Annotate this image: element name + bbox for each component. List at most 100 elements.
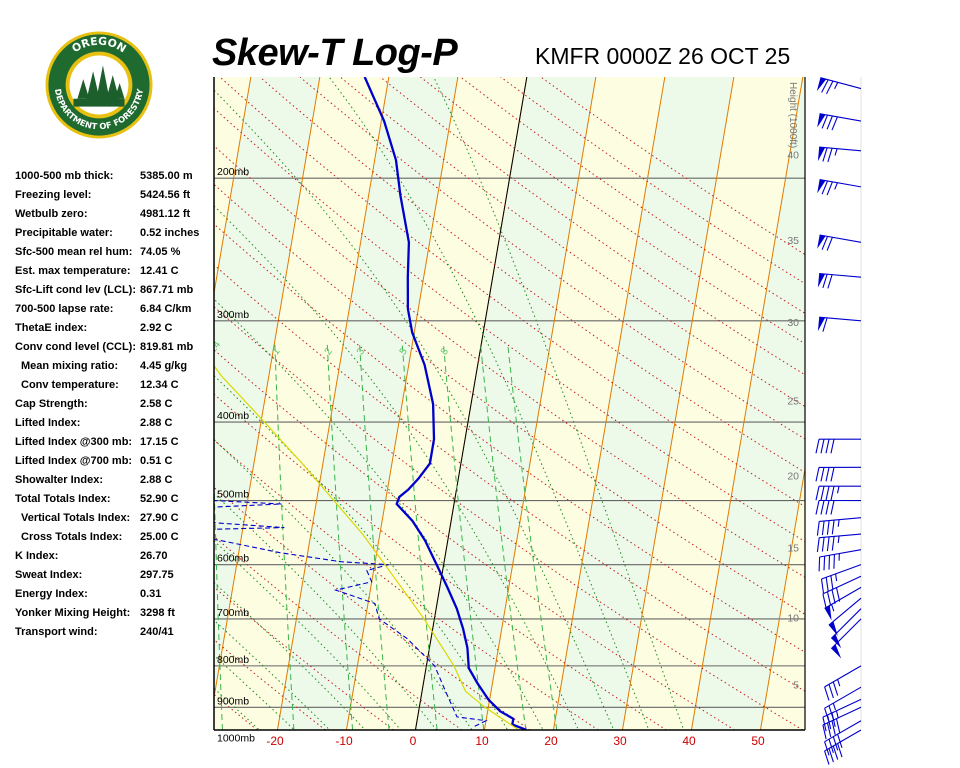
temperature-tick-label: 30	[613, 734, 627, 748]
index-label: Wetbulb zero:	[15, 208, 88, 220]
wind-barb	[824, 686, 862, 722]
index-label: ThetaE index:	[15, 322, 88, 334]
index-row: 1000-500 mb thick: 5385.00 m	[15, 167, 210, 186]
pressure-level-label: 300mb	[217, 309, 249, 321]
logo-trees	[73, 65, 125, 107]
temperature-profile	[363, 77, 527, 730]
height-tick-label: 25	[787, 395, 799, 407]
wind-barb	[824, 729, 862, 765]
index-label: 700-500 lapse rate:	[15, 303, 114, 315]
index-label: Vertical Totals Index:	[21, 512, 131, 524]
index-row: Sweat Index: 297.75	[15, 566, 210, 585]
pressure-level-label: 400mb	[217, 410, 249, 422]
isotherm-line	[0, 77, 44, 730]
index-row: Cross Totals Index: 25.00 C	[15, 528, 210, 547]
pressure-level-label: 500mb	[217, 489, 249, 501]
mixing-ratio-label: 5	[398, 346, 410, 357]
isotherm-line	[214, 77, 321, 701]
index-value: 6.84 C/km	[140, 303, 192, 315]
wind-barb	[817, 272, 862, 289]
wind-barb	[830, 618, 862, 659]
index-value: 3298 ft	[140, 607, 175, 619]
isotherm-line	[829, 77, 940, 730]
index-value: 0.52 inches	[140, 227, 200, 239]
index-value: 17.15 C	[140, 436, 179, 448]
index-value: 52.90 C	[140, 493, 179, 505]
mixing-ratio-line	[214, 463, 223, 730]
index-label: Lifted Index @700 mb:	[15, 455, 133, 467]
index-value: 2.58 C	[140, 398, 173, 410]
index-value: 12.34 C	[140, 379, 179, 391]
isotherm-band	[277, 77, 458, 730]
wind-barb	[816, 533, 862, 552]
temperature-tick-label: 20	[544, 734, 558, 748]
isotherm-line	[759, 465, 805, 730]
isotherm-line	[483, 77, 597, 730]
index-row: Lifted Index: 2.88 C	[15, 414, 210, 433]
dry-adiabat	[214, 439, 599, 730]
index-value: 2.88 C	[140, 417, 173, 429]
index-row: Wetbulb zero: 4981.12 ft	[15, 205, 210, 224]
index-row: Transport wind: 240/41	[15, 623, 210, 642]
index-value: 867.71 mb	[140, 284, 194, 296]
station-time-title: KMFR 0000Z 26 OCT 25	[535, 43, 791, 69]
index-value: 26.70	[140, 550, 168, 562]
wind-barb	[824, 665, 862, 701]
sounding-indices-panel: 1000-500 mb thick: 5385.00 m Freezing leve…	[15, 167, 210, 642]
dry-adiabat	[214, 349, 735, 730]
wind-barb	[815, 499, 862, 515]
height-tick-label: 20	[787, 470, 799, 482]
wind-barb	[817, 113, 862, 131]
index-value: 0.51 C	[140, 455, 173, 467]
dry-adiabat	[460, 77, 805, 314]
index-value: 4.45 g/kg	[140, 360, 188, 372]
isotherm-line	[276, 77, 390, 730]
mixing-ratio-lines	[214, 343, 558, 730]
dry-adiabat	[214, 107, 805, 543]
oregon-department-of-forestry-logo: OREGON DEPARTMENT OF FORESTRY	[45, 31, 153, 139]
isotherm-line	[621, 77, 735, 730]
index-value: 240/41	[140, 626, 174, 638]
isotherm-line	[214, 77, 252, 296]
chart-title: Skew-T Log-P	[212, 32, 458, 74]
index-label: Sfc-500 mean rel hum:	[15, 246, 133, 258]
wind-barb	[820, 564, 862, 594]
index-label: Lifted Index:	[15, 417, 81, 429]
isotherm-band	[484, 77, 665, 730]
height-tick-label: 15	[787, 543, 799, 555]
isotherm-band	[415, 77, 596, 730]
wind-barb	[817, 234, 862, 251]
wind-barb	[822, 706, 862, 740]
dewpoint-profile	[214, 499, 488, 727]
isotherm-band	[346, 77, 527, 730]
wind-barbs	[815, 77, 862, 765]
wind-barb	[815, 438, 862, 454]
mixing-ratio-label: 3	[355, 346, 367, 357]
index-row: Mean mixing ratio: 4.45 g/kg	[15, 357, 210, 376]
wind-barb	[824, 720, 862, 756]
svg-text:OREGON: OREGON	[70, 35, 129, 56]
isotherm-line	[552, 77, 666, 730]
isotherm-band	[622, 77, 803, 730]
index-label: Total Totals Index:	[15, 493, 111, 505]
index-row: Energy Index: 0.31	[15, 585, 210, 604]
index-label: Conv cond level (CCL):	[15, 341, 137, 353]
wind-barb	[828, 597, 862, 636]
index-label: Cross Totals Index:	[21, 531, 123, 543]
height-axis-label: Height (1000ft)	[787, 82, 798, 148]
moist-adiabat	[214, 492, 438, 730]
index-label: 1000-500 mb thick:	[15, 170, 114, 182]
wind-barb	[816, 77, 862, 95]
mixing-ratio-line	[326, 343, 354, 730]
index-label: Cap Strength:	[15, 398, 88, 410]
index-label: Transport wind:	[15, 626, 98, 638]
isotherm-line	[1, 77, 112, 730]
wind-barb	[817, 316, 862, 332]
mixing-ratio-label: 1	[270, 346, 282, 357]
index-row: Precipitable water: 0.52 inches	[15, 224, 210, 243]
index-value: 12.41 C	[140, 265, 179, 277]
index-value: 27.90 C	[140, 512, 179, 524]
dry-adiabat	[214, 145, 805, 578]
dry-adiabat	[214, 535, 463, 730]
